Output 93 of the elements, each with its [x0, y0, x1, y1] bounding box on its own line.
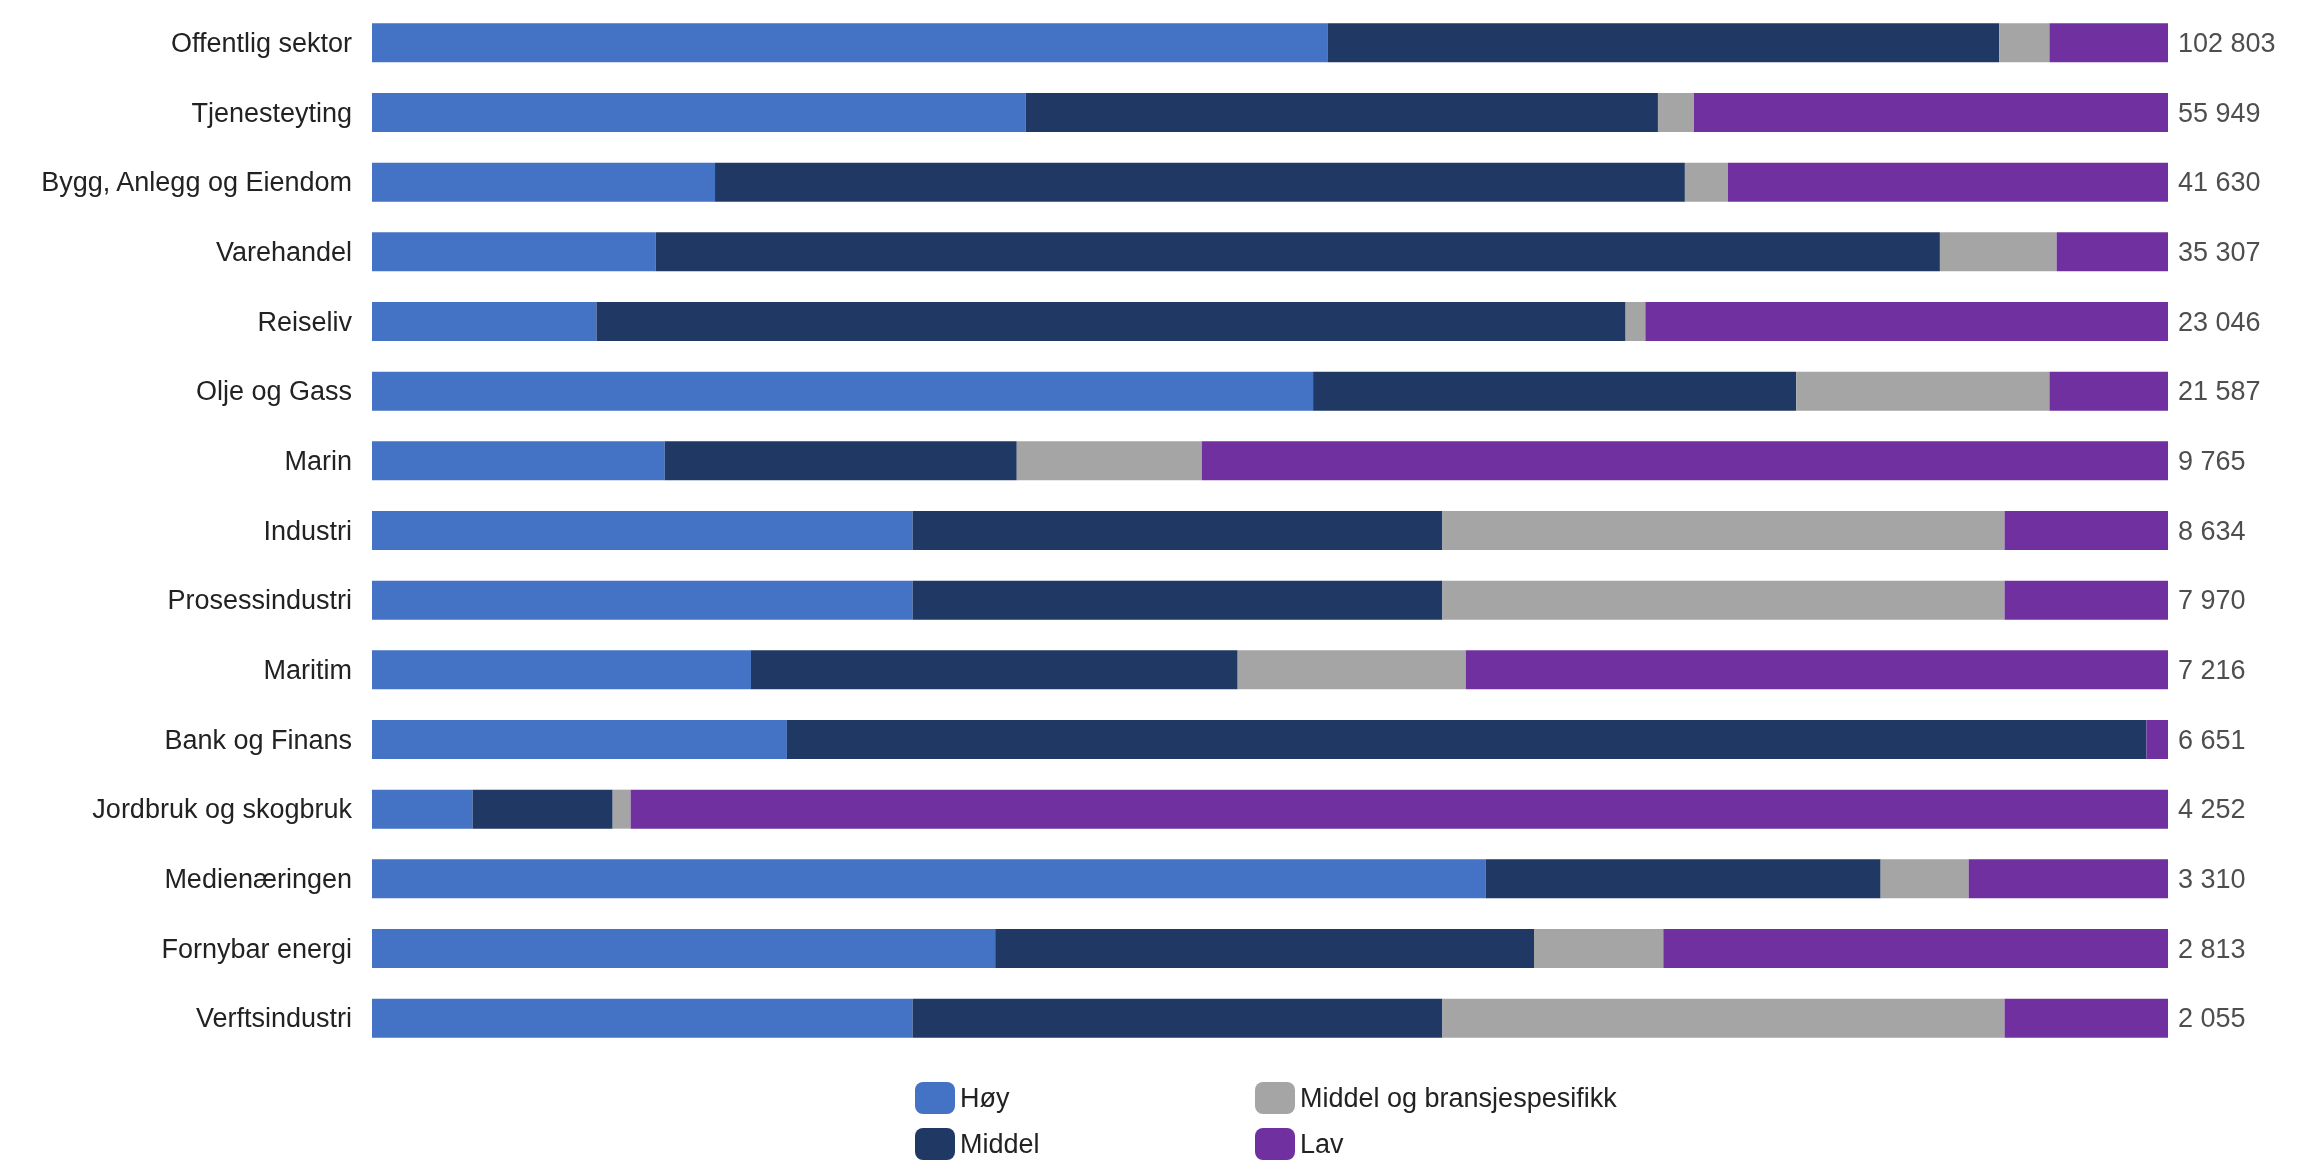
legend-label: Middel	[960, 1129, 1040, 1159]
y-tick-label: Varehandel	[215, 236, 352, 267]
text: 8 634	[2178, 515, 2246, 546]
bar	[655, 232, 1940, 272]
y-tick-label: Tjenesteyting	[191, 97, 352, 128]
bar	[1534, 929, 1664, 968]
bar	[1727, 162, 2168, 202]
y-tick-label: Prosessindustri	[167, 585, 352, 616]
bar	[372, 302, 597, 341]
y-tick-label: Verftsindustri	[195, 1003, 352, 1034]
y-tick-label: Reiseliv	[257, 306, 353, 337]
text: 102 803	[2178, 27, 2276, 58]
bar	[2049, 371, 2168, 411]
bar	[1442, 511, 2005, 550]
bar	[1485, 859, 1881, 899]
bar	[2004, 998, 2168, 1038]
bar	[1465, 650, 2168, 690]
bar	[630, 789, 2168, 829]
text: 4 252	[2178, 794, 2246, 825]
bar	[912, 580, 1443, 620]
bar	[1313, 371, 1797, 411]
bar	[372, 232, 656, 272]
bar	[1327, 23, 2000, 63]
y-tick-label: Maritim	[263, 654, 352, 685]
text: 35 307	[2178, 236, 2261, 267]
bar	[372, 371, 1314, 411]
bar	[612, 789, 631, 829]
y-tick-label: Jordbruk og skogbruk	[92, 794, 353, 825]
bar	[596, 302, 1626, 341]
bar	[1796, 371, 2050, 411]
bar	[1663, 929, 2168, 968]
bar	[1625, 302, 1646, 341]
bar	[372, 162, 716, 202]
bar	[912, 998, 1443, 1038]
legend-label: Middel og bransjespesifikk	[1300, 1083, 1618, 1113]
bar	[372, 720, 787, 759]
bar	[372, 929, 996, 968]
bar	[1999, 23, 2050, 63]
text: 9 765	[2178, 445, 2246, 476]
bar	[2049, 23, 2168, 63]
y-tick-label: Fornybar energi	[161, 933, 352, 964]
bar	[1025, 93, 1658, 132]
y-tick-label: Offentlig sektor	[170, 27, 352, 58]
text: 2 813	[2178, 933, 2246, 964]
bar	[2004, 580, 2168, 620]
text: 2 055	[2178, 1003, 2246, 1034]
bar	[2056, 232, 2168, 272]
bar	[664, 441, 1017, 481]
bar	[472, 789, 613, 829]
legend-label: Høy	[960, 1083, 1010, 1113]
bar	[1693, 93, 2168, 132]
text: 7 970	[2178, 585, 2246, 616]
bar	[372, 859, 1486, 899]
text: 23 046	[2178, 306, 2261, 337]
bar	[1968, 859, 2168, 899]
bar	[1657, 93, 1694, 132]
bar	[1880, 859, 1969, 899]
bar	[1645, 302, 2168, 341]
bar	[372, 580, 913, 620]
bar	[372, 650, 751, 690]
text: 6 651	[2178, 724, 2246, 755]
bar	[1016, 441, 1202, 481]
bar	[372, 441, 665, 481]
bar	[786, 720, 2147, 759]
bar	[1939, 232, 2057, 272]
bar	[1442, 580, 2005, 620]
bar	[750, 650, 1238, 690]
bar	[1237, 650, 1466, 690]
text: 41 630	[2178, 167, 2261, 198]
y-tick-label: Industri	[263, 515, 352, 546]
bar	[2146, 720, 2168, 759]
bar	[1684, 162, 1728, 202]
y-tick-label: Bank og Finans	[164, 724, 352, 755]
bar	[715, 162, 1685, 202]
y-tick-label: Olje og Gass	[195, 376, 352, 407]
bar	[1201, 441, 2168, 481]
y-tick-label: Marin	[284, 445, 352, 476]
bar	[372, 789, 473, 829]
bar	[912, 511, 1443, 550]
text: 3 310	[2178, 863, 2246, 894]
bar	[372, 23, 1328, 63]
bar	[372, 93, 1026, 132]
bar	[372, 511, 913, 550]
bar	[2004, 511, 2168, 550]
bar	[1442, 998, 2005, 1038]
bar	[995, 929, 1535, 968]
y-tick-label: Bygg, Anlegg og Eiendom	[41, 167, 352, 198]
y-tick-label: Medienæringen	[164, 863, 352, 894]
text: 55 949	[2178, 97, 2261, 128]
bar	[372, 998, 913, 1038]
legend-label: Lav	[1300, 1129, 1345, 1159]
text: 21 587	[2178, 376, 2261, 407]
text: 7 216	[2178, 654, 2246, 685]
